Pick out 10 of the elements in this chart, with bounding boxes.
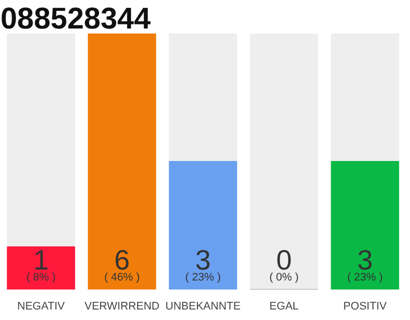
annotation: ( 46% ) xyxy=(104,272,140,284)
x-tick-label: NEGATIV xyxy=(17,300,66,312)
annotation: ( 23% ) xyxy=(347,272,383,284)
x-tick-label: EGAL xyxy=(269,300,299,312)
annotation: ( 23% ) xyxy=(185,272,221,284)
x-tick-label: VERWIRREND xyxy=(84,300,160,312)
x-tick-label: POSITIV xyxy=(343,300,388,312)
annotation: ( 0% ) xyxy=(269,272,299,284)
chart-title: 088528344 xyxy=(0,2,151,36)
x-tick-label: UNBEKANNTE xyxy=(165,300,241,312)
